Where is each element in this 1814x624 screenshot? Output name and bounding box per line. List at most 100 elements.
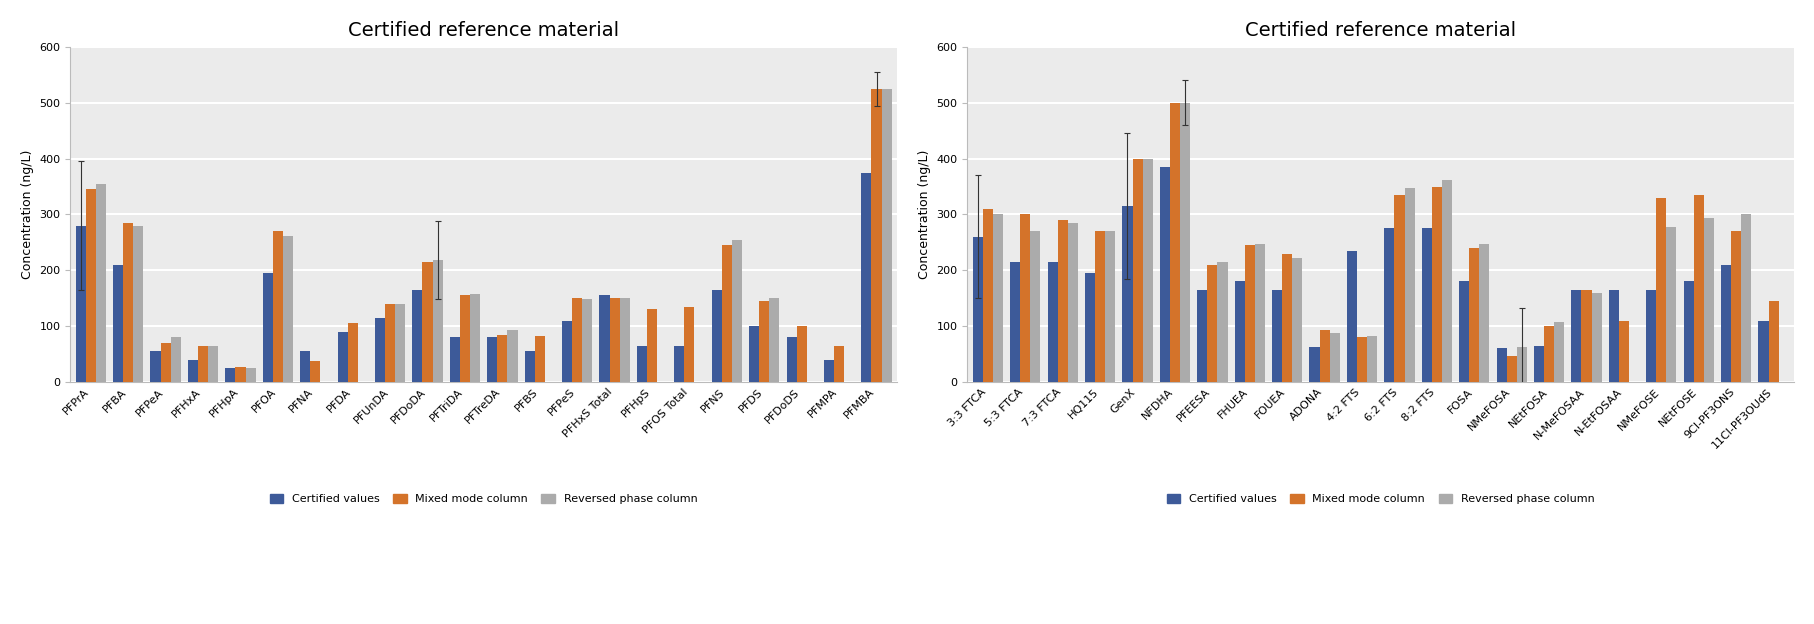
Bar <box>1292 258 1302 382</box>
Bar <box>731 240 742 382</box>
Bar <box>535 336 544 382</box>
Bar <box>1308 348 1319 382</box>
Bar <box>749 326 758 382</box>
Bar <box>76 226 85 382</box>
Bar <box>508 330 517 382</box>
Bar <box>1170 103 1179 382</box>
Bar <box>1143 158 1152 382</box>
Bar <box>385 304 395 382</box>
Bar <box>1206 265 1217 382</box>
Bar <box>450 338 459 382</box>
Bar <box>1121 206 1132 382</box>
Bar <box>1132 158 1143 382</box>
Bar <box>711 290 722 382</box>
Bar <box>1731 232 1740 382</box>
Bar <box>1591 293 1600 382</box>
Bar <box>1618 321 1629 382</box>
Bar <box>1440 180 1451 382</box>
Bar <box>132 226 143 382</box>
Bar <box>684 306 695 382</box>
Bar <box>882 89 891 382</box>
Bar <box>1244 245 1253 382</box>
Bar <box>1234 281 1244 382</box>
Bar <box>1357 338 1366 382</box>
Bar <box>123 223 132 382</box>
Bar <box>1571 290 1580 382</box>
Bar <box>610 298 619 382</box>
Bar <box>1067 223 1078 382</box>
Bar <box>337 332 348 382</box>
Bar <box>1159 167 1170 382</box>
Bar <box>1517 348 1526 382</box>
Bar <box>310 361 321 382</box>
Bar <box>1253 243 1264 382</box>
Title: Certified reference material: Certified reference material <box>348 21 619 40</box>
Bar <box>1047 262 1058 382</box>
Bar <box>758 301 769 382</box>
Bar <box>824 359 834 382</box>
Bar <box>395 304 405 382</box>
Bar <box>432 260 443 382</box>
Bar <box>637 346 646 382</box>
Legend: Certified values, Mixed mode column, Reversed phase column: Certified values, Mixed mode column, Rev… <box>265 488 702 510</box>
Bar <box>198 346 209 382</box>
Bar <box>263 273 272 382</box>
Bar <box>1272 290 1281 382</box>
Bar <box>562 321 571 382</box>
Bar <box>272 232 283 382</box>
Bar <box>1468 248 1478 382</box>
Bar <box>1105 232 1114 382</box>
Bar <box>785 338 796 382</box>
Bar <box>412 290 423 382</box>
Bar <box>1019 215 1030 382</box>
Bar <box>1533 346 1544 382</box>
Bar <box>189 359 198 382</box>
Bar <box>1094 232 1105 382</box>
Bar <box>225 368 236 382</box>
Bar <box>1645 290 1656 382</box>
Bar <box>675 346 684 382</box>
Bar <box>599 295 610 382</box>
Bar <box>1330 333 1339 382</box>
Bar <box>348 323 357 382</box>
Bar <box>1607 290 1618 382</box>
Bar <box>1703 218 1712 382</box>
Bar <box>722 245 731 382</box>
Bar <box>1217 262 1226 382</box>
Bar <box>571 298 582 382</box>
Bar <box>1458 281 1468 382</box>
Bar <box>1497 348 1506 382</box>
Legend: Certified values, Mixed mode column, Reversed phase column: Certified values, Mixed mode column, Rev… <box>1161 488 1600 510</box>
Bar <box>1030 232 1039 382</box>
Bar <box>1506 356 1517 382</box>
Bar <box>1058 220 1067 382</box>
Bar <box>1010 262 1019 382</box>
Bar <box>972 236 983 382</box>
Y-axis label: Concentration (ng/L): Concentration (ng/L) <box>20 150 34 279</box>
Bar <box>871 89 882 382</box>
Bar <box>486 338 497 382</box>
Bar <box>834 346 844 382</box>
Bar <box>1431 187 1440 382</box>
Bar <box>1665 227 1676 382</box>
Bar <box>524 351 535 382</box>
Bar <box>85 189 96 382</box>
Bar <box>96 183 105 382</box>
Bar <box>1758 321 1767 382</box>
Bar <box>1692 195 1703 382</box>
Bar <box>796 326 805 382</box>
Bar <box>992 215 1003 382</box>
Bar <box>283 236 292 382</box>
Bar <box>769 298 778 382</box>
Title: Certified reference material: Certified reference material <box>1244 21 1515 40</box>
Bar <box>1197 290 1206 382</box>
Bar <box>1085 273 1094 382</box>
Bar <box>1740 215 1751 382</box>
Bar <box>983 209 992 382</box>
Bar <box>1393 195 1404 382</box>
Bar <box>1544 326 1553 382</box>
Bar <box>151 351 160 382</box>
Bar <box>1580 290 1591 382</box>
Bar <box>1683 281 1692 382</box>
Bar <box>459 295 470 382</box>
